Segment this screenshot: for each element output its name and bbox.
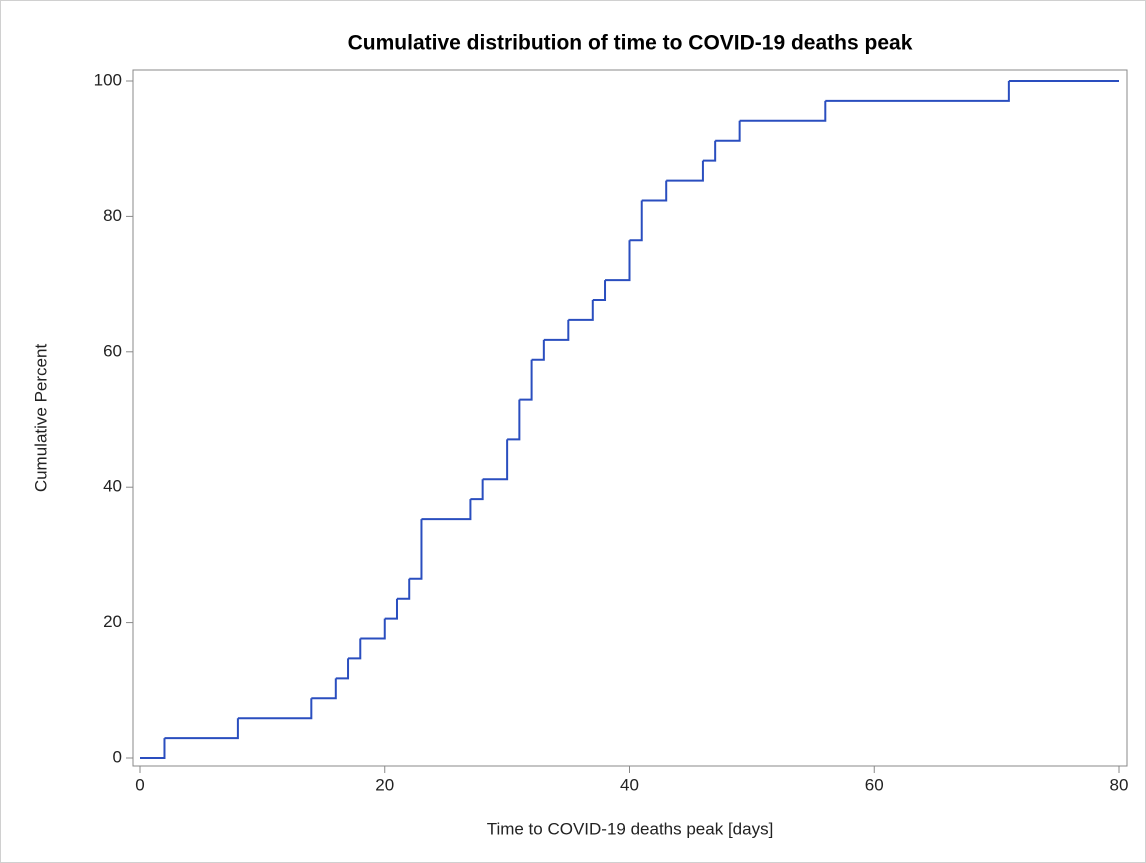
step-segment (641, 180, 668, 202)
step-segment (335, 658, 350, 680)
step-segment (140, 738, 166, 759)
step-segment (470, 479, 484, 501)
step-segment (311, 678, 337, 700)
y-tick-label: 100 (94, 70, 122, 89)
step-segment (568, 300, 594, 321)
step-segment (482, 439, 509, 481)
x-tick-label: 60 (865, 775, 884, 794)
step-segment (702, 140, 717, 162)
step-segment (396, 578, 411, 600)
step-segment (531, 339, 545, 361)
step-segment (360, 618, 386, 640)
step-segment (605, 240, 631, 282)
y-tick-label: 40 (103, 477, 122, 496)
step-segment (825, 81, 1010, 102)
step-segment (666, 160, 704, 182)
step-segment (592, 280, 607, 302)
step-segment (384, 598, 398, 620)
x-tick-label: 40 (620, 775, 639, 794)
y-axis-label: Cumulative Percent (31, 344, 50, 493)
step-segment (348, 638, 362, 660)
y-tick-label: 60 (103, 341, 122, 360)
y-tick-label: 20 (103, 612, 122, 631)
step-segment (507, 399, 521, 441)
step-segment (237, 698, 313, 720)
x-tick-label: 0 (135, 775, 144, 794)
step-segment (519, 359, 533, 401)
step-segment (543, 319, 570, 341)
x-tick-label: 20 (375, 775, 394, 794)
step-segment (739, 100, 827, 122)
x-tick-label: 80 (1110, 775, 1129, 794)
chart-title: Cumulative distribution of time to COVID… (348, 32, 913, 55)
y-tick-label: 0 (113, 747, 122, 766)
x-axis-label: Time to COVID-19 deaths peak [days] (487, 819, 774, 838)
step-segment (421, 499, 472, 521)
step-segment (409, 519, 423, 580)
step-segment (715, 120, 741, 142)
y-tick-label: 80 (103, 206, 122, 225)
step-segment (164, 718, 239, 740)
step-segment (629, 200, 643, 242)
